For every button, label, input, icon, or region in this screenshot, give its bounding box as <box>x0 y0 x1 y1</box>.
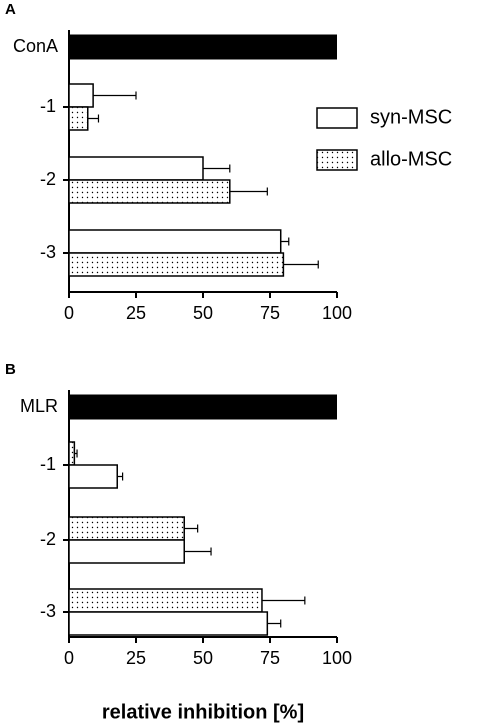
x-tick-label: 50 <box>193 303 213 323</box>
x-tick-label: 100 <box>322 303 352 323</box>
control-bar <box>69 394 337 420</box>
error-bar <box>74 449 78 458</box>
x-tick-label: 25 <box>126 648 146 668</box>
x-tick-label: 100 <box>322 648 352 668</box>
error-bar <box>87 114 100 123</box>
error-bar <box>117 472 124 481</box>
bar <box>68 441 76 466</box>
bar <box>68 229 282 254</box>
y-tick-label: -3 <box>40 242 56 262</box>
x-tick-label: 25 <box>126 303 146 323</box>
y-tick-label: MLR <box>20 396 58 416</box>
error-bar <box>203 164 231 173</box>
x-tick-label: 0 <box>64 303 74 323</box>
panel-label: A <box>5 1 16 18</box>
y-tick-label: -2 <box>40 529 56 549</box>
x-tick-label: 0 <box>64 648 74 668</box>
legend-swatch <box>316 149 358 171</box>
error-bar <box>184 524 199 533</box>
bar <box>68 464 118 489</box>
panel-label: B <box>5 361 16 378</box>
error-bar <box>229 187 268 196</box>
legend-label: allo-MSC <box>370 148 452 170</box>
error-bar <box>267 619 282 628</box>
x-tick-label: 75 <box>260 303 280 323</box>
bar <box>68 588 263 613</box>
bar <box>68 106 89 131</box>
y-tick-label: ConA <box>13 36 58 56</box>
x-tick-label: 75 <box>260 648 280 668</box>
legend-swatch <box>316 107 358 129</box>
error-bar <box>261 596 306 605</box>
y-tick-label: -1 <box>40 454 56 474</box>
legend-label: syn-MSC <box>370 106 452 128</box>
y-tick-label: -2 <box>40 169 56 189</box>
x-tick-label: 50 <box>193 648 213 668</box>
control-bar <box>69 34 337 60</box>
bar <box>68 516 185 541</box>
error-bar <box>93 91 137 100</box>
bar <box>68 83 94 108</box>
bar <box>68 179 231 204</box>
bar <box>68 611 269 636</box>
error-bar <box>280 237 290 246</box>
error-bar <box>283 260 319 269</box>
y-tick-label: -1 <box>40 96 56 116</box>
x-axis-label: relative inhibition [%] <box>102 701 304 723</box>
bar <box>68 156 204 181</box>
bar <box>68 252 285 277</box>
bar <box>68 539 185 564</box>
y-tick-label: -3 <box>40 601 56 621</box>
error-bar <box>184 547 212 556</box>
